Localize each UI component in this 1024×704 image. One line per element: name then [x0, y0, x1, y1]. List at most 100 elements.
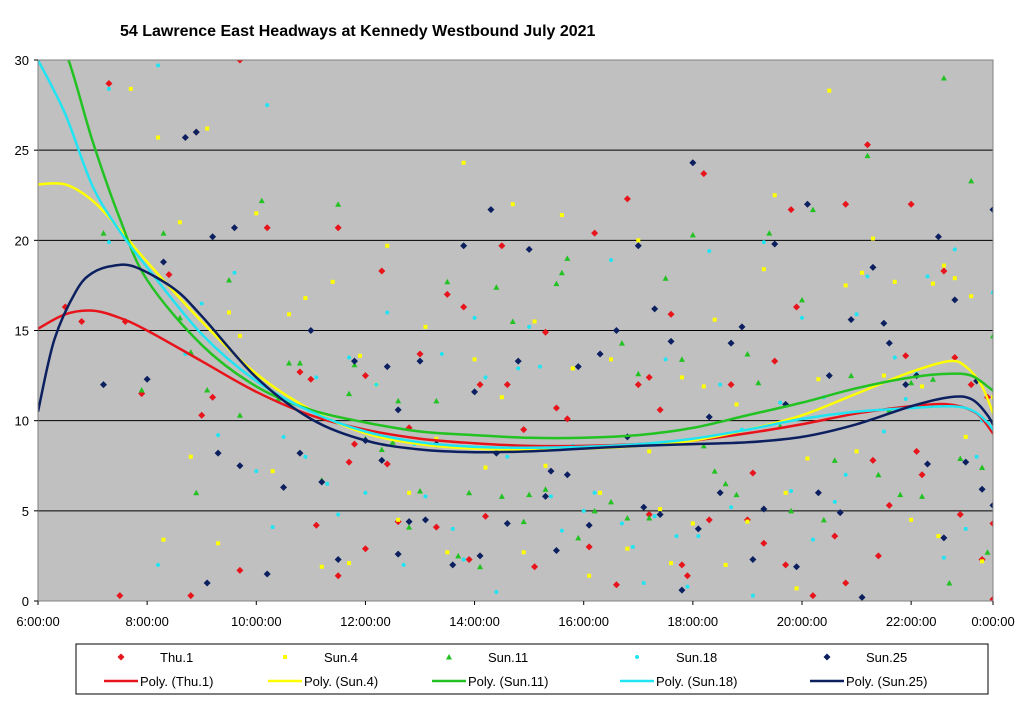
- point-sun-11: [389, 439, 396, 445]
- point-sun-25: [689, 159, 697, 167]
- point-sun-11: [498, 493, 505, 499]
- point-sun-25: [209, 233, 217, 241]
- point-sun-25: [640, 503, 648, 511]
- point-sun-4: [559, 213, 564, 218]
- point-sun-11: [624, 515, 631, 521]
- point-sun-18: [401, 562, 406, 567]
- point-thu-1: [209, 393, 217, 401]
- point-thu-1: [951, 354, 959, 362]
- point-sun-18: [303, 454, 308, 459]
- point-sun-18: [450, 526, 455, 531]
- point-sun-4: [892, 279, 897, 284]
- chart-title: 54 Lawrence East Headways at Kennedy Wes…: [120, 23, 596, 40]
- point-sun-4: [761, 267, 766, 272]
- point-sun-25: [760, 505, 768, 513]
- point-sun-11: [542, 486, 549, 492]
- point-sun-25: [705, 413, 713, 421]
- point-sun-25: [596, 350, 604, 358]
- point-sun-11: [984, 549, 991, 555]
- point-thu-1: [503, 381, 511, 389]
- point-thu-1: [460, 303, 468, 311]
- trendline-poly-sun-11: [67, 60, 993, 440]
- legend-label: Poly. (Sun.4): [304, 674, 378, 689]
- point-sun-25: [476, 552, 484, 560]
- point-sun-18: [494, 589, 499, 594]
- point-sun-4: [385, 243, 390, 248]
- point-sun-25: [885, 339, 893, 347]
- point-sun-25: [825, 372, 833, 380]
- point-sun-25: [651, 305, 659, 313]
- trendlines: [38, 60, 993, 454]
- point-sun-18: [641, 580, 646, 585]
- point-thu-1: [361, 372, 369, 380]
- point-sun-4: [434, 436, 439, 441]
- point-sun-11: [608, 498, 614, 505]
- point-sun-4: [658, 507, 663, 512]
- point-thu-1: [542, 328, 550, 336]
- point-sun-11: [733, 491, 740, 498]
- point-sun-4: [161, 537, 166, 542]
- point-sun-11: [990, 332, 993, 339]
- point-sun-4: [625, 546, 630, 551]
- point-sun-4: [679, 375, 684, 380]
- point-sun-25: [334, 556, 342, 564]
- point-sun-18: [199, 301, 204, 306]
- point-sun-11: [875, 471, 882, 478]
- point-sun-4: [870, 236, 875, 241]
- point-thu-1: [995, 374, 1002, 381]
- point-sun-4: [319, 564, 324, 569]
- point-sun-11: [722, 480, 729, 487]
- point-sun-4: [805, 456, 810, 461]
- point-sun-4: [772, 193, 777, 198]
- point-sun-18: [941, 555, 946, 560]
- point-sun-11: [455, 552, 462, 559]
- point-sun-11: [509, 318, 516, 324]
- point-sun-18: [281, 434, 286, 439]
- point-sun-18: [423, 494, 428, 499]
- y-tick-label: 10: [15, 414, 29, 429]
- y-tick-label: 0: [22, 594, 29, 609]
- point-sun-25: [667, 337, 675, 345]
- x-axis-ticks: 6:00:00 8:00:00 10:00:00 12:00:00 14:00:00 16…: [16, 601, 1015, 629]
- legend-marker-sun-25: [823, 653, 831, 661]
- x-tick-label: 0:00:00: [971, 614, 1014, 629]
- point-sun-25: [547, 467, 555, 475]
- point-sun-11: [635, 370, 642, 377]
- point-sun-18: [925, 274, 930, 279]
- point-sun-25: [902, 381, 910, 389]
- x-tick-label: 10:00:00: [231, 614, 282, 629]
- point-sun-11: [809, 206, 816, 213]
- point-sun-25: [143, 375, 151, 383]
- point-thu-1: [623, 195, 631, 203]
- point-sun-25: [858, 593, 866, 601]
- point-thu-1: [187, 592, 195, 600]
- point-thu-1: [913, 447, 921, 455]
- point-sun-25: [563, 471, 571, 479]
- point-thu-1: [749, 469, 757, 477]
- legend-box: [75, 643, 989, 695]
- point-thu-1: [476, 381, 484, 389]
- point-sun-25: [383, 363, 391, 371]
- point-sun-4: [669, 561, 674, 566]
- point-sun-25: [995, 435, 1002, 442]
- point-sun-11: [444, 278, 451, 285]
- point-sun-11: [897, 491, 904, 498]
- point-sun-11: [711, 468, 718, 474]
- point-sun-4: [205, 126, 210, 131]
- point-sun-18: [789, 488, 794, 493]
- point-sun-11: [417, 487, 423, 494]
- point-thu-1: [885, 501, 893, 509]
- point-sun-18: [314, 375, 319, 380]
- point-thu-1: [481, 512, 489, 520]
- point-sun-18: [963, 526, 968, 531]
- point-sun-18: [548, 494, 553, 499]
- point-sun-4: [357, 353, 362, 358]
- point-sun-4: [647, 449, 652, 454]
- point-sun-18: [581, 508, 586, 513]
- point-sun-18: [761, 240, 766, 245]
- point-sun-11: [591, 507, 598, 514]
- x-tick-label: 8:00:00: [125, 614, 168, 629]
- legend-label: Sun.18: [676, 650, 717, 665]
- legend-label: Poly. (Sun.25): [846, 674, 927, 689]
- point-sun-18: [865, 274, 870, 279]
